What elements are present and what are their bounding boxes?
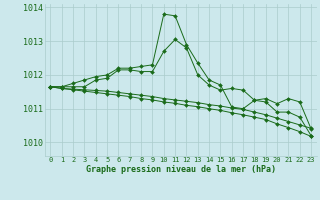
X-axis label: Graphe pression niveau de la mer (hPa): Graphe pression niveau de la mer (hPa) (86, 165, 276, 174)
